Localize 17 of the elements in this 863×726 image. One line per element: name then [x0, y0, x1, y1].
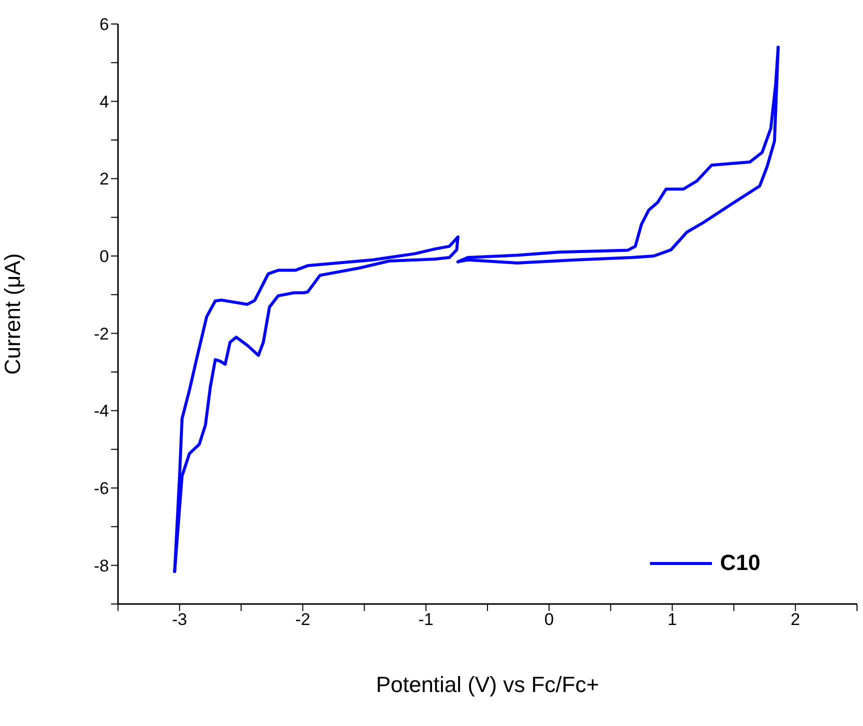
y-tick-label: -2 [94, 324, 109, 344]
x-tick-label: 1 [668, 610, 677, 630]
y-tick-label: -6 [94, 479, 109, 498]
x-tick-label: 0 [544, 610, 554, 630]
y-tick-label: -8 [94, 556, 109, 576]
x-tick-label: -2 [295, 610, 310, 630]
y-tick-label: -4 [94, 402, 109, 421]
y-tick-label: 0 [100, 247, 109, 266]
y-tick-label: 6 [100, 15, 109, 34]
x-tick-label: 2 [790, 610, 800, 630]
y-tick-label: 4 [100, 92, 109, 112]
y-axis-title: Current (μA) [0, 253, 25, 375]
legend-label: C10 [720, 550, 760, 576]
x-axis-title: Potential (V) vs Fc/Fc+ [376, 672, 600, 697]
y-tick-label: 2 [100, 170, 109, 189]
x-tick-label: -3 [172, 610, 188, 630]
x-tick-label: -1 [418, 610, 434, 630]
